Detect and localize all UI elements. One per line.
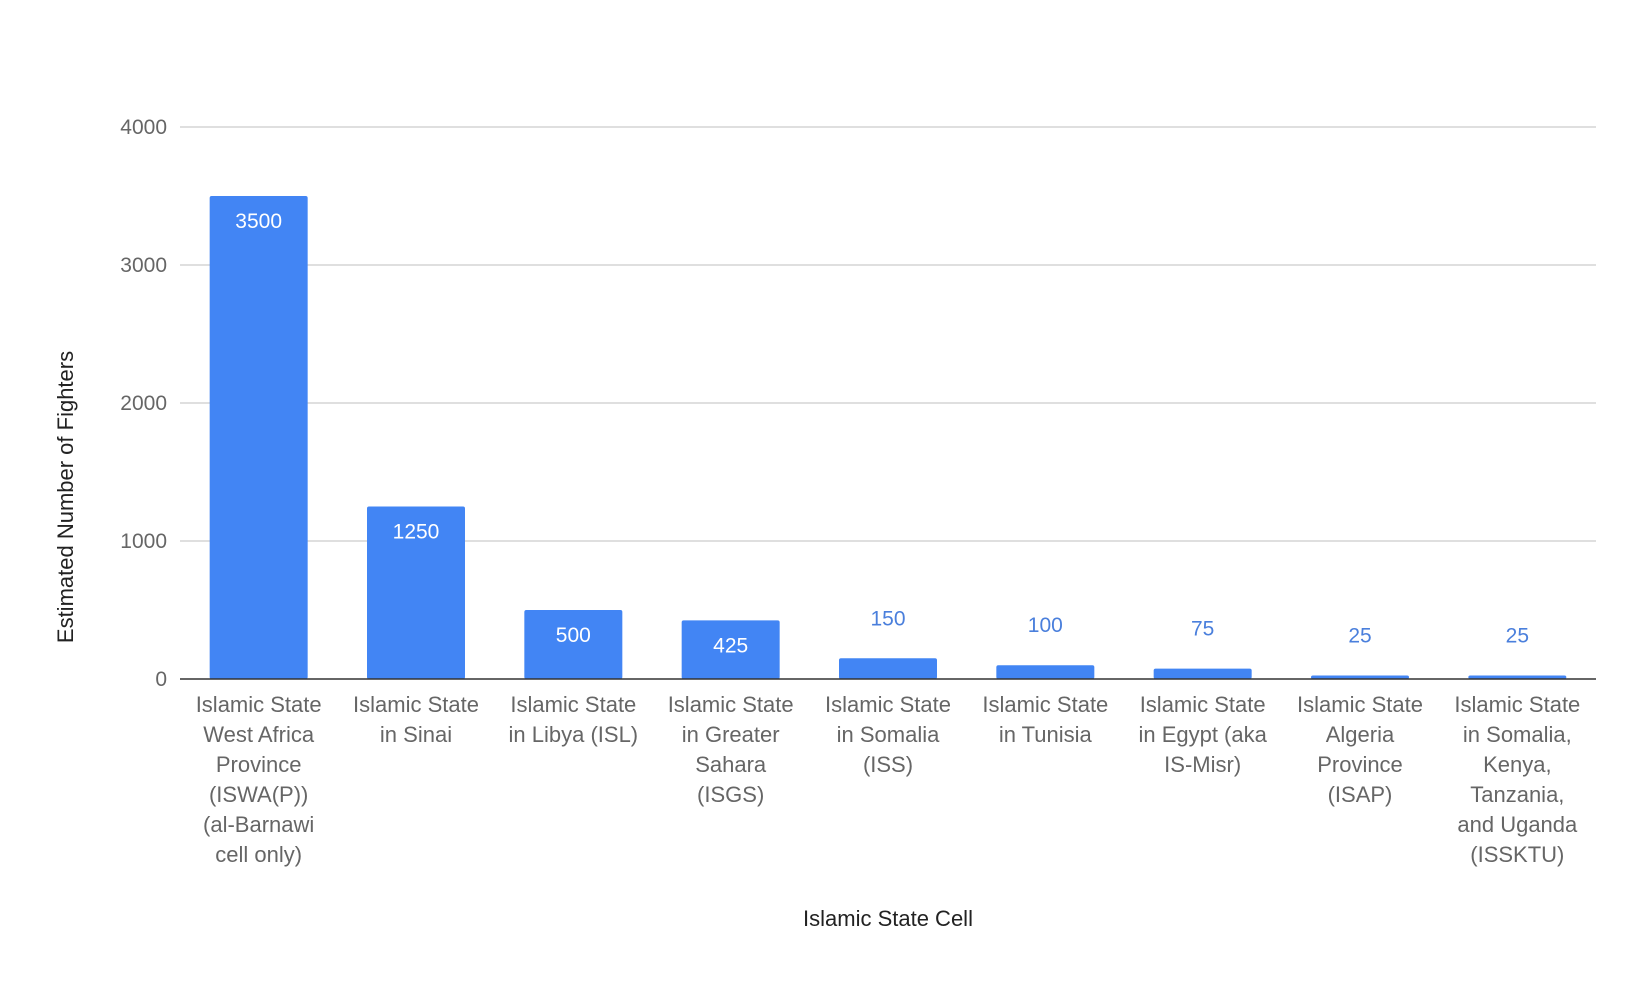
data-label: 3500 [235,210,282,233]
x-category-label-line: West Africa [203,722,315,747]
bars [209,196,1567,679]
x-category-label: Islamic State Algeria Province (ISAP) [1297,692,1423,807]
x-category-label-line: and Uganda [1457,812,1578,837]
x-category-label-line: Islamic State [1454,692,1580,717]
x-category-label-line: Province [1317,752,1403,777]
x-category-label: Islamic State West Africa Province (ISWA(P)… [196,692,322,867]
data-label: 425 [713,634,748,657]
x-category-label-line: in Tunisia [999,722,1093,747]
x-category-label-line: (ISSKTU) [1470,842,1564,867]
x-category-label-line: (ISS) [863,752,913,777]
data-label: 100 [1028,614,1063,637]
x-category-label: Islamic State in Somalia (ISS) [825,692,951,777]
x-category-label-line: Islamic State [510,692,636,717]
x-category-label-line: in Libya (ISL) [509,722,639,747]
data-label: 500 [556,624,591,647]
bar [367,506,465,679]
data-label: 150 [870,607,905,630]
x-category-label-line: Islamic State [668,692,794,717]
y-tick-label: 1000 [120,530,167,553]
bar [681,620,780,679]
bar [839,658,937,679]
x-category-label-line: Sahara [695,752,767,777]
bar [1153,668,1252,679]
x-category-label: Islamic State in Sinai [353,692,479,747]
x-category-label-line: cell only) [215,842,302,867]
data-label: 75 [1191,618,1214,641]
x-category-label-line: IS-Misr) [1164,752,1241,777]
x-category-label-line: in Greater [682,722,780,747]
x-category-label: Islamic State in Somalia, Kenya, Tanzania, a… [1454,692,1580,867]
labels: 0 1000 2000 3000 4000 3500 Islamic State West A… [120,116,1580,867]
x-category-label-line: Islamic State [1140,692,1266,717]
x-category-label-line: Islamic State [825,692,951,717]
bar [1468,675,1567,679]
x-category-label-line: (ISGS) [697,782,764,807]
bar [524,610,623,679]
x-category-label: Islamic State in Greater Sahara (ISGS) [668,692,794,807]
x-category-label: Islamic State in Egypt (aka IS-Misr) [1138,692,1267,777]
x-category-label-line: Islamic State [982,692,1108,717]
data-label: 1250 [393,521,440,544]
x-category-label-line: Islamic State [1297,692,1423,717]
x-category-label-line: Algeria [1326,722,1395,747]
bar [209,196,308,679]
y-tick-label: 0 [155,668,167,691]
x-category-label-line: in Somalia [837,722,940,747]
bar [1311,675,1409,679]
gridlines [180,126,1596,542]
x-category-label-line: Province [216,752,302,777]
x-category-label-line: (al-Barnawi [203,812,314,837]
y-tick-label: 3000 [120,254,167,277]
x-category-label: Islamic State in Tunisia [982,692,1108,747]
y-tick-label: 2000 [120,392,167,415]
x-category-label-line: (ISAP) [1328,782,1393,807]
x-category-label-line: in Somalia, [1463,722,1572,747]
x-category-label: Islamic State in Libya (ISL) [509,692,639,747]
x-category-label-line: Islamic State [353,692,479,717]
bar [996,665,1095,679]
data-label: 25 [1348,625,1371,648]
x-category-label-line: Kenya, [1483,752,1552,777]
y-axis-title: Estimated Number of Fighters [53,351,78,643]
y-tick-label: 4000 [120,116,167,139]
data-label: 25 [1506,625,1529,648]
x-category-label-line: in Sinai [380,722,452,747]
x-axis-title: Islamic State Cell [803,906,973,931]
x-category-label-line: in Egypt (aka [1138,722,1267,747]
x-category-label-line: Islamic State [196,692,322,717]
x-category-label-line: Tanzania, [1470,782,1564,807]
x-category-label-line: (ISWA(P)) [209,782,308,807]
